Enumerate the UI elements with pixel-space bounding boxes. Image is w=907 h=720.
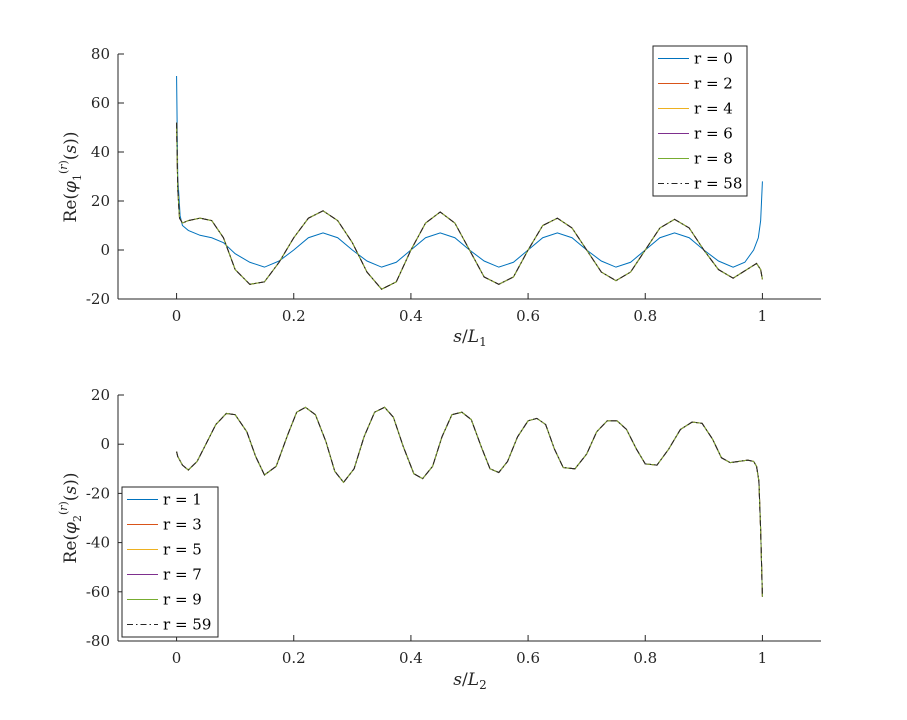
bottom-legend-label: r = 5 (163, 541, 202, 559)
top-legend-label: r = 6 (694, 125, 733, 143)
top-x-tick-label: 0.4 (399, 307, 423, 325)
top-chart: 0 0.2 0.4 0.6 0.8 1 -20 0 20 40 60 80 s/L1 Re(φ1(r… (57, 45, 821, 349)
bottom-x-ticks: 0 0.2 0.4 0.6 0.8 1 (172, 635, 767, 667)
bottom-y-tick-label: 20 (91, 386, 110, 404)
bottom-legend-label: r = 9 (163, 591, 202, 609)
bottom-series-r-9 (176, 406, 763, 597)
top-y-tick-label: 20 (91, 192, 110, 210)
top-y-axis-label: Re(φ1(r)(s)) (57, 132, 84, 223)
bottom-y-tick-label: -60 (86, 583, 110, 601)
bottom-y-tick-label: -20 (86, 484, 110, 502)
bottom-series-r-7 (176, 406, 763, 597)
top-x-tick-label: 0.2 (282, 307, 306, 325)
top-y-tick-label: 0 (100, 241, 110, 259)
bottom-legend-label: r = 3 (163, 516, 202, 534)
bottom-y-tick-label: -80 (86, 632, 110, 650)
bottom-y-tick-label: -40 (86, 534, 110, 552)
top-y-tick-label: -20 (86, 290, 110, 308)
top-x-tick-label: 0 (172, 307, 182, 325)
bottom-x-tick-label: 0.4 (399, 649, 423, 667)
bottom-series-r-59 (176, 406, 763, 597)
top-y-tick-label: 80 (91, 45, 110, 63)
top-y-tick-label: 60 (91, 94, 110, 112)
top-x-ticks: 0 0.2 0.4 0.6 0.8 1 (172, 293, 767, 325)
bottom-x-tick-label: 0.6 (516, 649, 540, 667)
bottom-x-tick-label: 0.2 (282, 649, 306, 667)
top-legend-label: r = 2 (694, 75, 733, 93)
bottom-x-tick-label: 1 (758, 649, 768, 667)
top-y-ticks: -20 0 20 40 60 80 (86, 45, 124, 308)
bottom-x-tick-label: 0 (172, 649, 182, 667)
bottom-x-tick-label: 0.8 (633, 649, 657, 667)
top-series-r-0 (176, 76, 763, 268)
bottom-series-r-5 (176, 406, 763, 597)
bottom-chart: 0 0.2 0.4 0.6 0.8 1 -80 -60 -40 -20 0 20 s/L2 Re(φ… (57, 386, 821, 692)
bottom-series-r-3 (176, 406, 763, 597)
top-series-r-8 (176, 122, 763, 290)
top-legend: r = 0 r = 2 r = 4 r = 6 r = 8 r = 58 (652, 45, 748, 197)
top-legend-label: r = 0 (694, 50, 733, 68)
bottom-legend-label: r = 1 (163, 491, 202, 509)
bottom-legend: r = 1 r = 3 r = 5 r = 7 r = 9 r = 59 (121, 486, 219, 638)
top-y-tick-label: 40 (91, 143, 110, 161)
top-x-axis-label: s/L1 (453, 327, 486, 349)
bottom-plot-area (176, 406, 763, 597)
top-x-tick-label: 1 (758, 307, 768, 325)
top-x-tick-label: 0.8 (633, 307, 657, 325)
bottom-legend-box (121, 486, 219, 638)
top-plot-area (176, 76, 763, 290)
bottom-series-r-1 (176, 406, 763, 597)
bottom-legend-label: r = 59 (163, 616, 211, 634)
bottom-y-ticks: -80 -60 -40 -20 0 20 (86, 386, 124, 650)
top-x-tick-label: 0.6 (516, 307, 540, 325)
top-legend-label: r = 4 (694, 100, 733, 118)
bottom-legend-label: r = 7 (163, 566, 202, 584)
top-legend-label: r = 8 (694, 150, 733, 168)
bottom-x-axis-label: s/L2 (453, 670, 486, 692)
bottom-y-tick-label: 0 (100, 435, 110, 453)
top-legend-box (652, 45, 748, 197)
bottom-y-axis-label: Re(φ2(r)(s)) (57, 473, 84, 564)
top-legend-label: r = 58 (694, 175, 742, 193)
